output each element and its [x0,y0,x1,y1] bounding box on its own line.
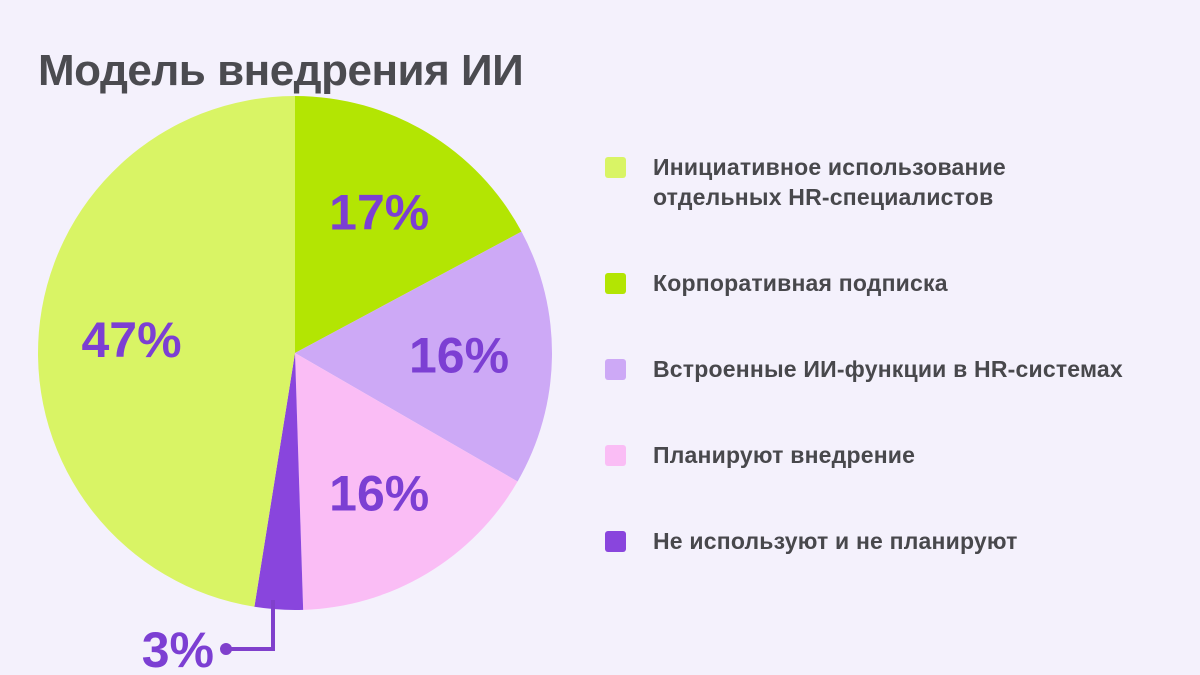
legend-item-label: Корпоративная подписка [653,270,948,296]
legend-item-label: Планируют внедрение [653,442,916,468]
legend-item: Инициативное использование отдельных HR-… [605,152,1165,212]
legend-item-label: Инициативное использование отдельных HR-… [653,154,1006,210]
legend-swatch [605,273,626,294]
slice-value-label: 3% [142,622,214,675]
legend-swatch [605,359,626,380]
legend-item: Планируют внедрение [605,440,1165,470]
legend-item: Встроенные ИИ-функции в HR-системах [605,354,1165,384]
slice-value-label: 47% [81,312,181,368]
legend-item: Корпоративная подписка [605,268,1165,298]
callout-line [230,600,275,651]
legend-item-label: Не используют и не планируют [653,528,1018,554]
legend-swatch [605,445,626,466]
page-title: Модель внедрения ИИ [38,46,524,96]
legend-swatch [605,157,626,178]
legend-swatch [605,531,626,552]
legend-item-label: Встроенные ИИ-функции в HR-системах [653,356,1123,382]
callout-dot [220,643,233,655]
pie-slice [295,353,518,610]
pie-slice [295,96,522,353]
pie-slice [254,353,304,610]
slice-value-label: 16% [409,328,509,384]
chart-legend: Инициативное использование отдельных HR-… [605,152,1165,556]
slice-value-label: 17% [329,184,429,240]
pie-slice [295,231,552,482]
legend-item: Не используют и не планируют [605,526,1165,556]
pie-slice [38,96,296,607]
slice-value-label: 16% [329,466,429,522]
